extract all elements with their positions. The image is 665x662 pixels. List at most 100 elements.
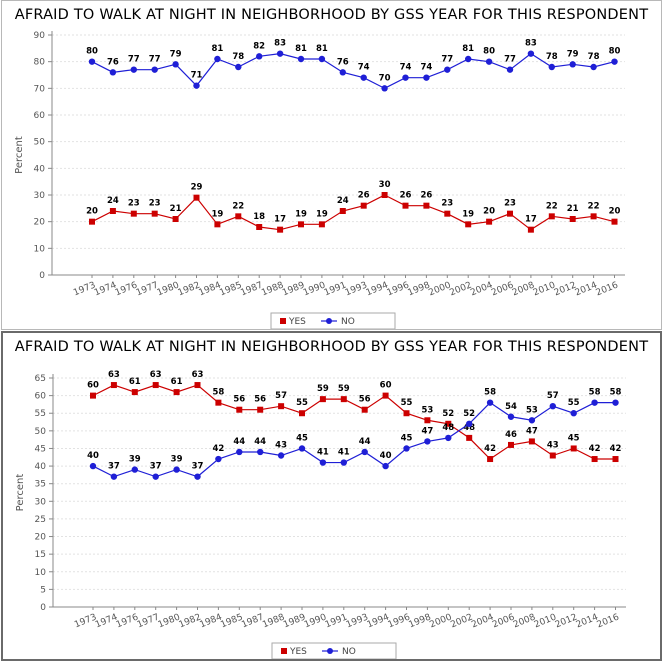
y-tick-label: 70 bbox=[34, 84, 46, 94]
y-tick-label: 20 bbox=[34, 218, 46, 228]
data-point-yes bbox=[214, 221, 221, 228]
data-point-yes bbox=[611, 218, 618, 225]
data-point-no bbox=[570, 410, 577, 417]
data-point-yes bbox=[590, 213, 597, 220]
y-tick-label: 60 bbox=[34, 111, 46, 121]
data-label: 22 bbox=[232, 201, 244, 211]
data-label: 21 bbox=[170, 204, 182, 214]
data-point-yes bbox=[298, 221, 304, 228]
data-label: 53 bbox=[526, 405, 538, 415]
data-point-yes bbox=[507, 210, 513, 217]
data-label: 70 bbox=[379, 73, 391, 83]
data-label: 56 bbox=[233, 395, 245, 405]
data-point-no bbox=[130, 66, 137, 73]
data-label: 26 bbox=[358, 191, 370, 201]
y-axis-title: Percent bbox=[14, 136, 25, 174]
data-point-yes bbox=[151, 210, 158, 217]
data-label: 83 bbox=[525, 39, 537, 49]
data-point-no bbox=[527, 50, 535, 57]
y-tick-label: 0 bbox=[39, 271, 45, 281]
y-tick-label: 35 bbox=[35, 480, 46, 490]
data-label: 56 bbox=[254, 395, 266, 405]
data-point-no bbox=[173, 466, 180, 473]
data-label: 79 bbox=[170, 49, 182, 59]
data-point-yes bbox=[256, 224, 263, 230]
data-label: 42 bbox=[484, 444, 496, 454]
data-point-yes bbox=[90, 392, 96, 399]
y-tick-label: 15 bbox=[35, 550, 46, 560]
data-point-yes bbox=[235, 213, 242, 220]
data-label: 81 bbox=[295, 44, 307, 54]
data-point-yes bbox=[527, 226, 534, 233]
data-label: 23 bbox=[128, 199, 140, 209]
data-label: 56 bbox=[359, 395, 371, 405]
data-point-no bbox=[612, 399, 619, 406]
data-point-no bbox=[109, 69, 117, 76]
data-point-yes bbox=[403, 410, 410, 417]
y-tick-label: 25 bbox=[35, 515, 46, 525]
y-tick-label: 10 bbox=[34, 244, 46, 254]
legend-yes-marker bbox=[281, 648, 287, 654]
legend-yes-label: YES bbox=[289, 647, 307, 657]
series-line-yes bbox=[92, 384, 616, 460]
legend-no-label: NO bbox=[342, 647, 356, 657]
data-label: 37 bbox=[192, 462, 204, 472]
data-point-no bbox=[194, 473, 201, 480]
data-label: 57 bbox=[547, 391, 559, 401]
data-point-no bbox=[486, 399, 494, 406]
data-point-yes bbox=[549, 452, 556, 459]
data-point-no bbox=[590, 63, 597, 71]
chart-title-2: AFRAID TO WALK AT NIGHT IN NEIGHBORHOOD … bbox=[14, 339, 649, 355]
data-label: 77 bbox=[441, 55, 453, 65]
data-point-no bbox=[235, 63, 242, 71]
legend-no-label: NO bbox=[341, 317, 355, 327]
data-point-yes bbox=[152, 382, 159, 389]
data-label: 41 bbox=[338, 448, 350, 458]
data-point-no bbox=[444, 66, 451, 73]
data-point-yes bbox=[110, 382, 117, 389]
data-point-no bbox=[361, 448, 368, 456]
data-label: 58 bbox=[589, 388, 601, 398]
data-point-no bbox=[110, 473, 118, 480]
data-point-no bbox=[445, 434, 452, 442]
data-point-yes bbox=[402, 202, 409, 209]
chart-panel-2: AFRAID TO WALK AT NIGHT IN NEIGHBORHOOD … bbox=[1, 331, 662, 661]
data-point-yes bbox=[215, 399, 222, 406]
data-label: 18 bbox=[253, 212, 265, 222]
data-label: 59 bbox=[338, 384, 350, 394]
y-tick-label: 40 bbox=[34, 164, 46, 174]
y-tick-label: 55 bbox=[35, 409, 46, 419]
data-point-no bbox=[214, 55, 221, 63]
data-point-yes bbox=[277, 226, 284, 233]
data-point-no bbox=[88, 58, 96, 65]
data-point-no bbox=[465, 55, 472, 63]
y-tick-label: 50 bbox=[34, 138, 46, 148]
data-point-yes bbox=[381, 192, 388, 198]
data-label: 40 bbox=[87, 451, 99, 461]
data-label: 74 bbox=[420, 63, 432, 73]
data-label: 63 bbox=[150, 370, 162, 380]
y-tick-label: 5 bbox=[40, 585, 46, 595]
data-label: 24 bbox=[337, 196, 349, 206]
data-label: 42 bbox=[589, 444, 601, 454]
data-point-yes bbox=[172, 216, 179, 222]
data-label: 78 bbox=[588, 52, 600, 62]
data-label: 22 bbox=[546, 201, 558, 211]
data-point-no bbox=[257, 448, 264, 456]
series-line-no bbox=[92, 401, 616, 478]
data-point-no bbox=[591, 399, 598, 406]
y-tick-label: 80 bbox=[34, 58, 46, 68]
series-line-yes bbox=[91, 194, 615, 231]
data-point-no bbox=[319, 459, 327, 466]
data-label: 23 bbox=[441, 199, 453, 209]
chart-2-svg: 05101520253035404550556065Percent1973197… bbox=[15, 370, 626, 659]
data-point-yes bbox=[299, 410, 305, 417]
data-point-no bbox=[236, 448, 243, 456]
data-point-no bbox=[131, 466, 138, 473]
data-label: 81 bbox=[211, 44, 223, 54]
data-label: 61 bbox=[129, 377, 141, 387]
data-label: 76 bbox=[337, 57, 349, 67]
data-point-yes bbox=[360, 202, 367, 209]
data-point-yes bbox=[361, 406, 368, 413]
data-point-no bbox=[485, 58, 493, 65]
